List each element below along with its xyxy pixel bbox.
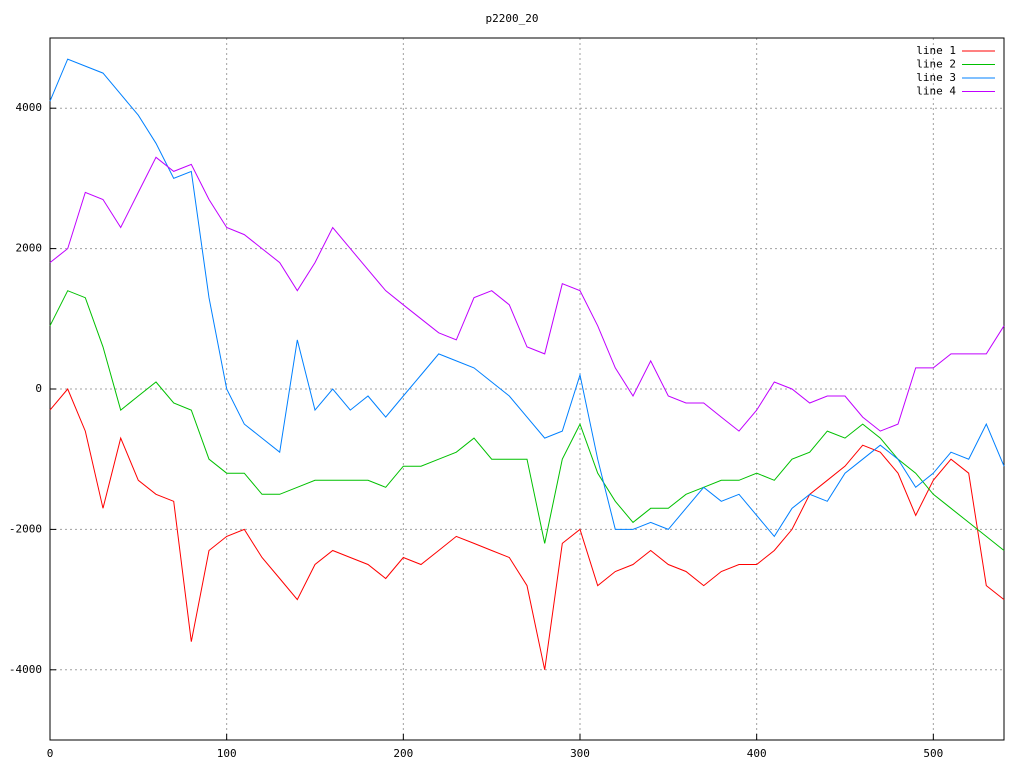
y-tick-label: 0 [35,382,42,395]
legend-label: line 4 [916,85,956,98]
x-tick-label: 400 [747,747,767,760]
chart-title: p2200_20 [486,12,539,25]
legend-label: line 2 [916,58,956,71]
data-line [49,290,1005,551]
x-tick-label: 200 [393,747,413,760]
plot-frame [49,37,1005,741]
y-tick-label: 4000 [16,101,43,114]
x-tick-label: 100 [217,747,237,760]
legend-label: line 1 [916,44,956,57]
legend-label: line 3 [916,71,956,84]
x-tick-label: 0 [47,747,54,760]
data-line [49,58,1005,538]
x-tick-label: 500 [923,747,943,760]
data-line [49,388,1005,670]
y-tick-label: -4000 [9,663,42,676]
y-tick-label: 2000 [16,242,43,255]
x-tick-label: 300 [570,747,590,760]
data-line [49,156,1005,432]
y-tick-label: -2000 [9,522,42,535]
